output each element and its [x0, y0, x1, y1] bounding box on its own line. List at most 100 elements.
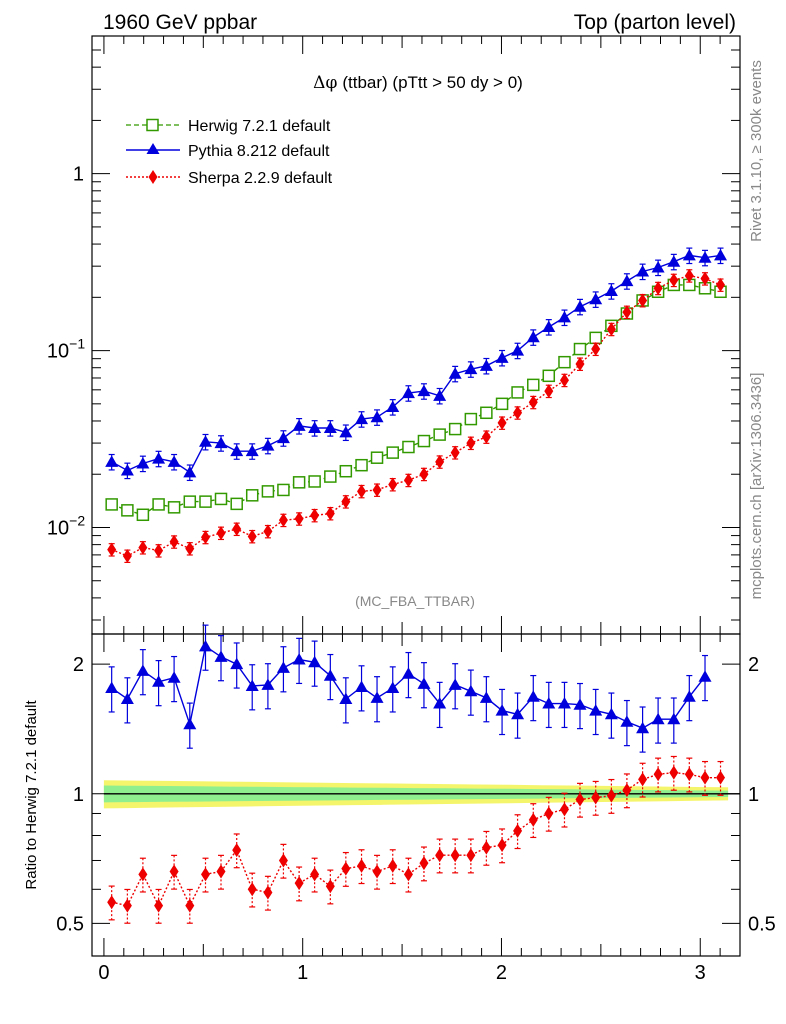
- pythia-ratio-point: [636, 721, 650, 734]
- sherpa-ratio-point: [466, 848, 476, 863]
- pythia-point: [136, 456, 150, 469]
- pythia-ratio-point: [292, 653, 306, 665]
- sherpa-ratio-point: [700, 770, 710, 785]
- main-panel: 10−2 10−1 1 Δφ (ttbar) (pTtt > 50 dy > 0) (…: [47, 35, 741, 635]
- sherpa-point: [388, 477, 398, 492]
- sherpa-point: [638, 293, 648, 308]
- pythia-point: [495, 351, 509, 363]
- legend-item-pythia: Pythia 8.212 default: [126, 143, 330, 160]
- sherpa-point: [684, 268, 694, 283]
- pythia-point: [323, 421, 337, 434]
- ratio-y-axis-label: Ratio to Herwig 7.2.1 default: [23, 700, 40, 890]
- pythia-point: [167, 455, 181, 467]
- sherpa-point: [606, 322, 616, 337]
- sherpa-ratio-point: [372, 864, 382, 879]
- sherpa-ratio-point: [216, 864, 226, 879]
- pythia-ratio-point: [105, 681, 119, 694]
- pythia-ratio-point: [401, 667, 415, 679]
- pythia-ratio-point: [386, 681, 400, 694]
- x-tick-label: 0: [98, 962, 109, 984]
- herwig-point: [230, 497, 243, 511]
- pythia-ratio-point: [152, 675, 166, 687]
- sherpa-ratio-point: [622, 783, 632, 798]
- legend-item-sherpa: Sherpa 2.2.9 default: [126, 170, 333, 187]
- pythia-ratio-point: [557, 697, 571, 709]
- pythia-point: [433, 389, 447, 401]
- herwig-point: [292, 476, 306, 489]
- pythia-ratio-point: [370, 691, 384, 703]
- pythia-point: [230, 444, 244, 457]
- sherpa-point: [325, 506, 335, 521]
- herwig-point: [558, 355, 571, 369]
- herwig-point: [261, 485, 275, 498]
- sherpa-ratio-point: [278, 853, 288, 868]
- herwig-point: [121, 504, 134, 517]
- pythia-ratio-point: [323, 669, 337, 681]
- main-plot-title-text: (ttbar) (pTtt > 50 dy > 0): [342, 73, 522, 92]
- pythia-ratio-point: [167, 671, 181, 683]
- sherpa-point: [481, 429, 491, 444]
- herwig-point: [589, 331, 602, 345]
- main-plot-title: Δφ (ttbar) (pTtt > 50 dy > 0): [313, 73, 523, 93]
- pythia-point: [386, 400, 400, 412]
- sherpa-point: [435, 454, 445, 469]
- sherpa-point: [450, 445, 460, 460]
- herwig-point: [214, 492, 228, 506]
- herwig-point: [152, 498, 165, 511]
- sherpa-point: [263, 524, 273, 539]
- main-y-tick-label: 10−2: [47, 512, 85, 539]
- pythia-ratio-point: [495, 704, 509, 716]
- herwig-point: [245, 489, 259, 502]
- ratio-panel: 0.5 0.5 1 1 2 2 0 1 2 3 Ratio to Herwig 7.2.1 de…: [23, 624, 776, 984]
- pythia-point: [183, 465, 197, 478]
- sherpa-point: [341, 494, 351, 509]
- pythia-ratio-point: [245, 679, 259, 691]
- sherpa-ratio-point: [185, 898, 195, 913]
- sherpa-ratio-point: [154, 898, 164, 913]
- sherpa-point: [357, 484, 367, 499]
- pythia-point: [620, 274, 634, 287]
- pythia-point: [714, 248, 728, 261]
- sherpa-point: [575, 356, 585, 371]
- pythia-ratio-point: [698, 670, 712, 682]
- main-y-tick-label: 1: [73, 164, 84, 186]
- pythia-ratio-point: [261, 678, 275, 690]
- x-tick-label: 2: [496, 962, 507, 984]
- pythia-point: [105, 455, 119, 467]
- ratio-y-tick-label-right: 2: [748, 654, 759, 676]
- sherpa-ratio-point: [310, 867, 320, 882]
- sherpa-point: [528, 395, 538, 410]
- sherpa-point: [591, 342, 601, 357]
- ratio-y-tick-label-right: 1: [748, 784, 759, 806]
- sherpa-ratio-point: [107, 895, 117, 910]
- pythia-point: [261, 439, 275, 451]
- herwig-point: [573, 342, 587, 356]
- pythia-ratio-point: [183, 717, 197, 730]
- sherpa-ratio-point: [638, 772, 648, 787]
- herwig-point: [105, 498, 118, 511]
- sherpa-point: [466, 436, 476, 451]
- herwig-point: [339, 464, 353, 478]
- sherpa-point: [716, 277, 726, 292]
- pythia-point: [276, 431, 290, 444]
- pythia-ratio-point: [620, 715, 634, 727]
- pythia-point: [214, 436, 228, 449]
- x-tick-label: 1: [297, 962, 308, 984]
- sherpa-point: [669, 273, 679, 288]
- pythia-point: [464, 362, 478, 375]
- sherpa-ratio-point: [357, 858, 367, 873]
- sherpa-ratio-point: [544, 806, 554, 821]
- sherpa-ratio-point: [388, 858, 398, 873]
- pythia-ratio-point: [479, 691, 493, 703]
- delta-phi-symbol: Δφ: [313, 73, 337, 93]
- ratio-y-tick-label-left: 0.5: [56, 913, 84, 935]
- sherpa-ratio-point: [247, 882, 257, 897]
- pythia-ratio-point: [355, 680, 369, 693]
- pythia-ratio-point: [433, 697, 447, 709]
- pythia-point: [355, 412, 369, 425]
- herwig-point: [199, 495, 212, 508]
- pythia-ratio-point: [448, 678, 462, 690]
- pythia-ratio-point: [276, 661, 290, 673]
- sherpa-point: [497, 415, 507, 430]
- sherpa-point: [559, 373, 569, 388]
